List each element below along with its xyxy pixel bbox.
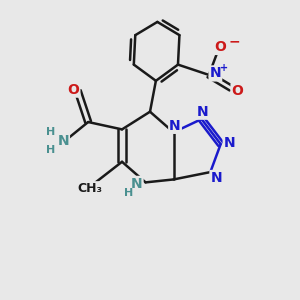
Text: CH₃: CH₃ [78,182,103,195]
Text: O: O [68,82,80,97]
Text: N: N [210,66,221,80]
Text: O: O [232,84,243,98]
Text: N: N [131,177,142,191]
Text: O: O [215,40,226,54]
Text: H: H [124,188,133,198]
Text: −: − [228,34,240,48]
Text: N: N [224,136,235,150]
Text: N: N [197,105,209,119]
Text: H: H [46,145,55,155]
Text: +: + [220,63,228,74]
Text: N: N [57,134,69,148]
Text: N: N [169,119,181,133]
Text: N: N [210,171,222,185]
Text: H: H [46,127,55,137]
